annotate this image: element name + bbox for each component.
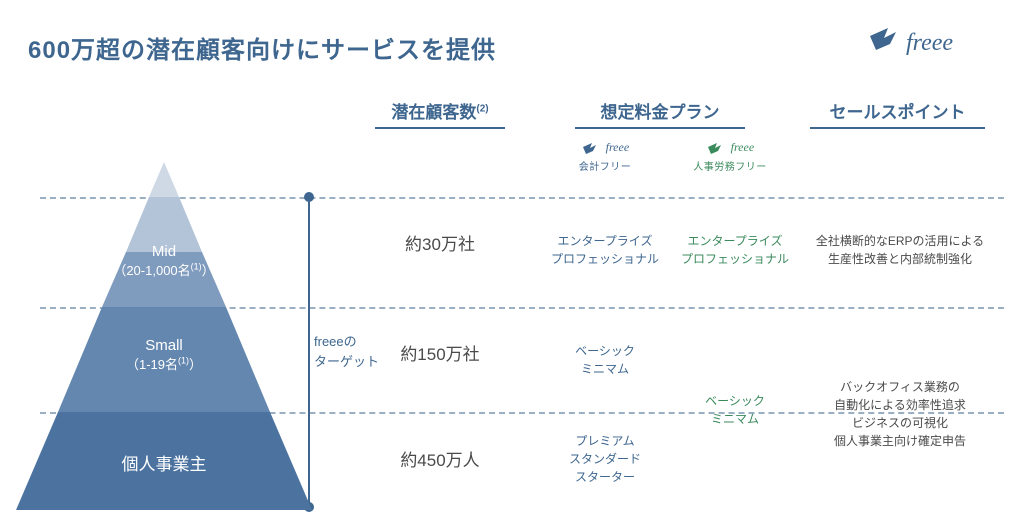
mid-plan-hr: エンタープライズプロフェッショナル <box>675 232 795 268</box>
small-plan-accounting: ベーシックミニマム <box>545 342 665 378</box>
pyramid-tier-sole: 個人事業主 <box>16 412 312 510</box>
pyramid-tier-mid: Mid （20-1,000名(1)） <box>16 197 312 307</box>
freee-logo: freee <box>866 22 996 67</box>
col-header-sales: セールスポイント <box>810 98 985 129</box>
mid-sales: 全社横断的なERPの活用による生産性改善と内部統制強化 <box>800 232 1000 268</box>
pyramid-tier-tip <box>16 162 312 197</box>
small-customers: 約150万社 <box>375 342 505 368</box>
target-bracket-label: freeeのターゲット <box>314 332 379 371</box>
sole-plan-accounting: プレミアムスタンダードスターター <box>545 432 665 486</box>
subhead-hr: freee 人事労務フリー <box>670 140 790 173</box>
mid-plan-accounting: エンタープライズプロフェッショナル <box>545 232 665 268</box>
subhead-accounting: freee 会計フリー <box>555 140 655 173</box>
col-header-plans: 想定料金プラン <box>575 98 745 129</box>
sole-customers: 約450万人 <box>375 448 505 474</box>
slide-title: 600万超の潜在顧客向けにサービスを提供 <box>28 30 496 65</box>
small-sole-plan-hr: ベーシックミニマム <box>675 392 795 428</box>
pyramid-tier-small: Small （1-19名(1)） <box>16 307 312 412</box>
logo-text: freee <box>906 30 953 56</box>
small-sole-sales: バックオフィス業務の自動化による効率性追求ビジネスの可視化個人事業主向け確定申告 <box>800 378 1000 450</box>
mid-customers: 約30万社 <box>375 232 505 258</box>
col-header-customers: 潜在顧客数(2) <box>375 98 505 129</box>
market-pyramid: Mid （20-1,000名(1)） Small （1-19名(1)） 個人事業… <box>16 162 312 512</box>
